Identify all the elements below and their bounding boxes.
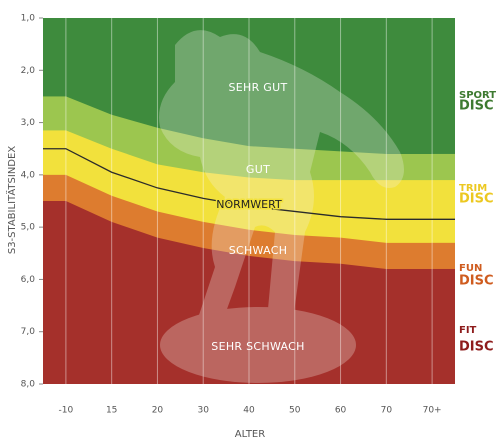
x-axis-title: ALTER	[235, 429, 265, 440]
y-tick-label: 6,0	[21, 275, 36, 285]
band-edge	[432, 269, 455, 384]
band-edge	[43, 201, 66, 384]
x-tick-label: 40	[243, 406, 255, 416]
normwert-label: NORMWERT	[216, 198, 282, 211]
band-label: GUT	[246, 163, 270, 176]
side-label-bottom: DISC	[459, 192, 494, 207]
side-label-bottom: DISC	[459, 274, 494, 289]
y-axis-title: S3-STABILITÄTSINDEX	[5, 146, 18, 254]
x-tick-label: -10	[59, 406, 74, 416]
x-tick-label: 20	[152, 406, 164, 416]
chart: ALTER S3-STABILITÄTSINDEX 1,0 2,0 3,0 4,0 5,…	[0, 0, 503, 441]
y-tick-label: 1,0	[21, 14, 36, 24]
side-label-bottom: DISC	[459, 340, 494, 355]
y-tick-label: 4,0	[21, 170, 36, 180]
side-label-top: FIT	[459, 325, 477, 336]
x-tick-label: 30	[197, 406, 209, 416]
x-tick-label: 60	[335, 406, 347, 416]
x-tick-label: 50	[289, 406, 301, 416]
band-label: SCHWACH	[229, 244, 288, 257]
y-tick-label: 3,0	[21, 118, 36, 128]
band-label: SEHR GUT	[228, 81, 287, 94]
y-tick-label: 7,0	[21, 327, 36, 337]
y-tick-label: 5,0	[21, 223, 36, 233]
y-tick-label: 2,0	[21, 66, 36, 76]
x-tick-label: 15	[106, 406, 117, 416]
x-tick-label: 70+	[423, 406, 442, 416]
x-tick-label: 70	[381, 406, 393, 416]
y-tick-label: 8,0	[21, 380, 36, 390]
side-label-bottom: DISC	[459, 99, 494, 114]
side-label-top: FUN	[459, 263, 482, 274]
band-label: SEHR SCHWACH	[211, 340, 304, 353]
